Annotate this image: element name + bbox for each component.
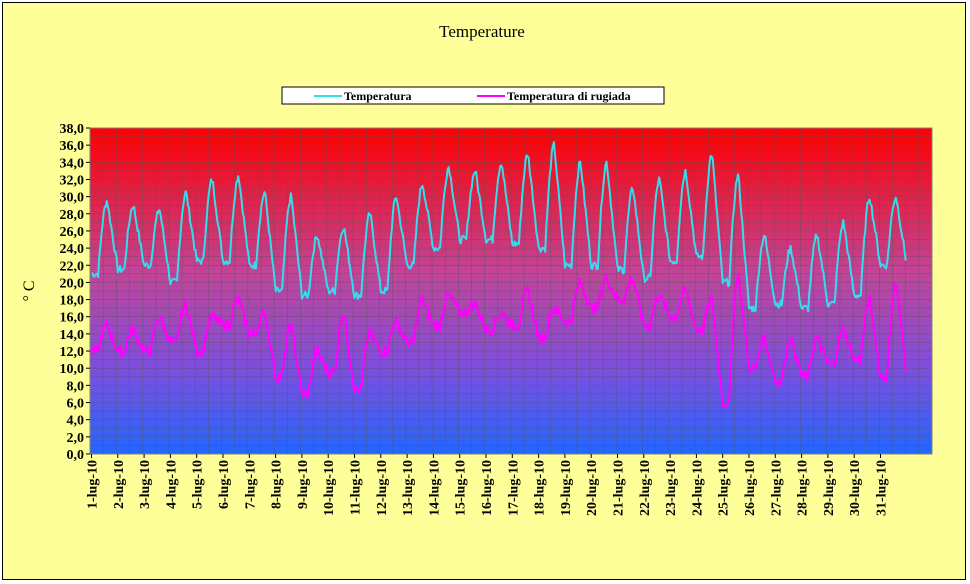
- x-tick-label: 14-lug-10: [427, 460, 442, 516]
- y-tick-label: 38,0: [60, 122, 85, 137]
- legend-label-rugiada: Temperatura di rugiada: [507, 89, 631, 103]
- x-tick-label: 1-lug-10: [86, 460, 101, 509]
- x-tick-label: 4-lug-10: [164, 460, 179, 509]
- x-tick-label: 12-lug-10: [375, 460, 390, 516]
- x-tick-label: 28-lug-10: [796, 460, 811, 516]
- x-tick-label: 26-lug-10: [743, 460, 758, 516]
- series-line-rugiada: [90, 272, 907, 408]
- chart-title: Temperature: [439, 22, 525, 41]
- y-tick-label: 26,0: [60, 225, 85, 240]
- x-tick-label: 24-lug-10: [690, 460, 705, 516]
- y-tick-label: 24,0: [60, 242, 85, 257]
- y-axis-ticks: 0,0 2,0 4,0 6,0 8,0 10,0 12,0 14,0 16,0 18,0 20,0 2…: [60, 122, 90, 463]
- series-line-temperatura: [91, 141, 907, 313]
- y-tick-label: 28,0: [60, 208, 85, 223]
- x-tick-label: 30-lug-10: [848, 460, 863, 516]
- x-tick-label: 9-lug-10: [296, 460, 311, 509]
- y-tick-label: 8,0: [67, 379, 85, 394]
- y-tick-label: 6,0: [67, 397, 85, 412]
- y-tick-label: 12,0: [60, 345, 85, 360]
- y-tick-label: 0,0: [67, 448, 85, 463]
- legend: Temperatura Temperatura di rugiada: [281, 86, 665, 105]
- x-tick-label: 18-lug-10: [533, 460, 548, 516]
- x-tick-label: 3-lug-10: [138, 460, 153, 509]
- y-tick-label: 16,0: [60, 311, 85, 326]
- y-tick-label: 20,0: [60, 276, 85, 291]
- x-tick-label: 17-lug-10: [506, 460, 521, 516]
- x-tick-label: 21-lug-10: [612, 460, 627, 516]
- x-tick-label: 31-lug-10: [875, 460, 890, 516]
- x-tick-label: 16-lug-10: [480, 460, 495, 516]
- grid: [90, 128, 932, 454]
- x-tick-label: 27-lug-10: [769, 460, 784, 516]
- y-axis-label: ° C: [21, 280, 38, 301]
- y-tick-label: 34,0: [60, 156, 85, 171]
- x-tick-label: 25-lug-10: [717, 460, 732, 516]
- x-tick-label: 15-lug-10: [454, 460, 469, 516]
- x-tick-label: 10-lug-10: [322, 460, 337, 516]
- y-tick-label: 2,0: [67, 431, 85, 446]
- y-tick-label: 10,0: [60, 362, 85, 377]
- x-tick-label: 8-lug-10: [270, 460, 285, 509]
- series-layer: [90, 141, 907, 408]
- x-tick-label: 23-lug-10: [664, 460, 679, 516]
- y-tick-label: 30,0: [60, 191, 85, 206]
- x-tick-label: 7-lug-10: [243, 460, 258, 509]
- x-tick-label: 20-lug-10: [585, 460, 600, 516]
- y-tick-label: 22,0: [60, 259, 85, 274]
- x-tick-label: 19-lug-10: [559, 460, 574, 516]
- x-axis-ticks: 1-lug-10 2-lug-10 3-lug-10 4-lug-10 5-lug-10…: [86, 454, 890, 516]
- y-tick-label: 18,0: [60, 294, 85, 309]
- x-tick-label: 6-lug-10: [217, 460, 232, 509]
- y-tick-label: 4,0: [67, 414, 85, 429]
- x-tick-label: 5-lug-10: [191, 460, 206, 509]
- x-tick-label: 22-lug-10: [638, 460, 653, 516]
- x-tick-label: 2-lug-10: [112, 460, 127, 509]
- x-tick-label: 29-lug-10: [822, 460, 837, 516]
- y-tick-label: 14,0: [60, 328, 85, 343]
- y-tick-label: 36,0: [60, 139, 85, 154]
- x-tick-label: 11-lug-10: [349, 460, 364, 515]
- legend-label-temperatura: Temperatura: [344, 89, 412, 103]
- x-tick-label: 13-lug-10: [401, 460, 416, 516]
- y-tick-label: 32,0: [60, 173, 85, 188]
- legend-box: [281, 86, 665, 105]
